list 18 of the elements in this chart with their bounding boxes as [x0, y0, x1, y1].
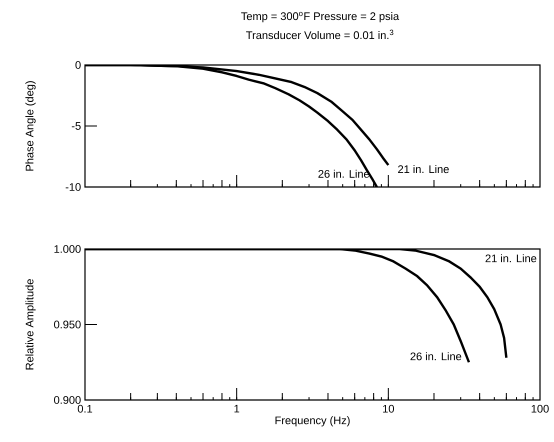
x-tick-label: 0.1 — [78, 404, 92, 413]
series-label: 21 in. Line — [486, 254, 536, 262]
y-tick-label: -5 — [72, 122, 81, 130]
x-tick-label: 10 — [383, 404, 394, 413]
chart-title: Temp = 300$^{o}$F Pressure = 2 psia — [241, 12, 400, 22]
y-axis-title: Phase Angle (deg) — [25, 81, 36, 171]
y-tick-label: 1.000 — [54, 245, 81, 253]
series-label: 21 in. Line — [398, 165, 449, 174]
y-tick-label: 0.950 — [54, 320, 81, 328]
x-axis-title: Frequency (Hz) — [276, 416, 350, 426]
y-tick-label: 0 — [75, 61, 81, 69]
chart-subtitle: Transducer Volume = 0.01 in.$^{3}$ — [246, 30, 394, 40]
y-tick-label: -10 — [66, 183, 81, 191]
series-label: 26 in. Line — [410, 352, 462, 360]
y-tick-label: 0.900 — [54, 396, 81, 404]
y-axis-title: Relative Amplitude — [25, 279, 36, 370]
x-tick-label: 1 — [234, 404, 240, 412]
x-tick-label: 100 — [532, 404, 549, 413]
